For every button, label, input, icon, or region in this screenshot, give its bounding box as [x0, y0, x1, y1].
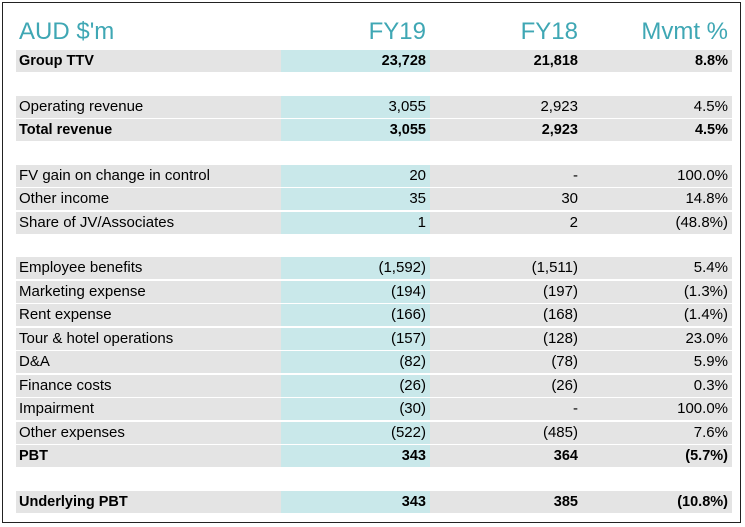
row-fy18: (78) [551, 353, 578, 370]
header-mvmt: Mvmt % [641, 18, 728, 45]
row-fy18: (26) [551, 376, 578, 394]
spacer [16, 143, 732, 165]
row-fy18: 21,818 [533, 53, 578, 69]
row-mvmt: (48.8%) [675, 213, 728, 231]
row-mvmt: 7.6% [693, 423, 728, 441]
row-label: Underlying PBT [19, 493, 128, 510]
table-row: Marketing expense (194) (197) (1.3%) [16, 280, 732, 303]
table-row: Underlying PBT 343 385 (10.8%) [16, 490, 732, 513]
row-fy19: 3,055 [281, 95, 430, 118]
row-fy19: (522) [281, 421, 430, 444]
row-label: Group TTV [19, 53, 94, 69]
row-mvmt: 4.5% [694, 122, 728, 138]
row-mvmt: 4.5% [693, 97, 728, 115]
row-fy18: (197) [542, 282, 578, 300]
row-fy18: 30 [561, 190, 578, 207]
table-row: Tour & hotel operations (157) (128) 23.0… [16, 327, 732, 350]
row-fy19: (1,592) [281, 257, 430, 279]
row-fy19: 23,728 [281, 50, 430, 72]
row-mvmt: 100.0% [677, 166, 728, 184]
table-row: Share of JV/Associates 1 2 (48.8%) [16, 211, 732, 234]
row-mvmt: (5.7%) [685, 448, 728, 464]
row-label: Marketing expense [19, 282, 146, 300]
table-row: Operating revenue 3,055 2,923 4.5% [16, 95, 732, 118]
row-fy19: (82) [281, 351, 430, 373]
row-mvmt: 5.4% [693, 259, 728, 276]
row-mvmt: (10.8%) [677, 493, 728, 510]
row-fy19: (26) [281, 374, 430, 397]
row-fy19: (166) [281, 304, 430, 326]
row-label: FV gain on change in control [19, 166, 210, 184]
row-mvmt: 8.8% [694, 53, 728, 69]
row-fy18: - [573, 400, 578, 417]
row-fy18: 2,923 [541, 122, 578, 138]
table-row: D&A (82) (78) 5.9% [16, 351, 732, 373]
row-label: Tour & hotel operations [19, 329, 174, 347]
row-fy19: (157) [281, 327, 430, 350]
row-label: Finance costs [19, 376, 112, 394]
row-fy18: (1,511) [531, 259, 578, 276]
row-fy19: (194) [281, 280, 430, 303]
row-mvmt: 0.3% [693, 376, 728, 394]
table-header: AUD $'m FY19 FY18 Mvmt % [16, 16, 732, 48]
row-label: Operating revenue [19, 97, 144, 115]
row-fy18: 2 [569, 213, 578, 231]
table-row: FV gain on change in control 20 - 100.0% [16, 164, 732, 187]
table-row: PBT 343 364 (5.7%) [16, 445, 732, 467]
row-fy18: 385 [553, 493, 578, 510]
row-mvmt: (1.4%) [683, 306, 728, 323]
row-fy18: 2,923 [540, 97, 578, 115]
table-row: Impairment (30) - 100.0% [16, 398, 732, 420]
table-row: Total revenue 3,055 2,923 4.5% [16, 119, 732, 141]
row-fy18: (485) [542, 423, 578, 441]
row-fy19: 20 [281, 164, 430, 187]
row-fy19: 35 [281, 188, 430, 210]
header-currency-label: AUD $'m [19, 18, 115, 45]
row-mvmt: 5.9% [693, 353, 728, 370]
row-fy18: (128) [542, 329, 578, 347]
row-label: Employee benefits [19, 259, 143, 276]
row-label: Other expenses [19, 423, 125, 441]
row-mvmt: (1.3%) [683, 282, 728, 300]
row-fy19: 3,055 [281, 119, 430, 141]
header-fy18: FY18 [520, 18, 578, 45]
row-mvmt: 14.8% [685, 190, 728, 207]
row-fy18: (168) [542, 306, 578, 323]
row-label: Other income [19, 190, 110, 207]
table-row: Other expenses (522) (485) 7.6% [16, 421, 732, 444]
table-row: Finance costs (26) (26) 0.3% [16, 374, 732, 397]
financial-table: AUD $'m FY19 FY18 Mvmt % Group TTV 23,72… [16, 16, 732, 514]
row-label: D&A [19, 353, 50, 370]
table-row: Group TTV 23,728 21,818 8.8% [16, 50, 732, 72]
row-mvmt: 100.0% [677, 400, 728, 417]
row-fy18: - [573, 166, 578, 184]
table-row: Rent expense (166) (168) (1.4%) [16, 304, 732, 326]
row-label: Share of JV/Associates [19, 213, 175, 231]
row-label: Total revenue [19, 122, 113, 138]
spacer [16, 469, 732, 491]
table-row: Other income 35 30 14.8% [16, 188, 732, 210]
row-fy19: (30) [281, 398, 430, 420]
row-label: Impairment [19, 400, 95, 417]
row-fy18: 364 [553, 448, 578, 464]
spacer [16, 74, 732, 96]
table-row: Employee benefits (1,592) (1,511) 5.4% [16, 257, 732, 279]
row-mvmt: 23.0% [685, 329, 728, 347]
row-fy19: 343 [281, 490, 430, 513]
row-fy19: 1 [281, 211, 430, 234]
spacer [16, 235, 732, 257]
row-fy19: 343 [281, 445, 430, 467]
row-label: PBT [19, 448, 48, 464]
row-label: Rent expense [19, 306, 112, 323]
header-fy19: FY19 [368, 18, 426, 45]
